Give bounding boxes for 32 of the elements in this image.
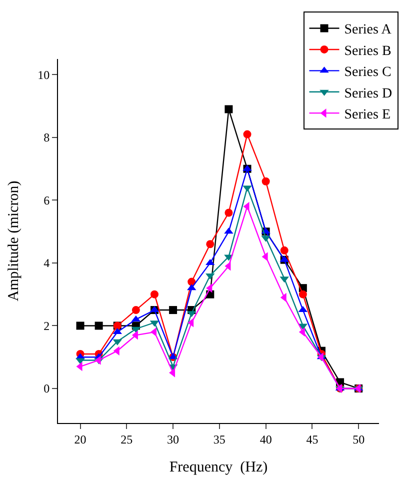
point bbox=[76, 322, 84, 330]
y-axis-title: Amplitude (micron) bbox=[6, 180, 22, 302]
y-tick-label: 6 bbox=[44, 193, 50, 208]
point bbox=[132, 306, 140, 314]
y-tick-label: 2 bbox=[44, 318, 50, 333]
point bbox=[94, 322, 103, 330]
point bbox=[224, 208, 233, 217]
point bbox=[224, 105, 233, 114]
legend-label: Series E bbox=[344, 108, 391, 123]
x-tick-label: 20 bbox=[74, 432, 86, 446]
x-tick-label: 25 bbox=[120, 432, 133, 446]
point bbox=[206, 240, 214, 248]
x-tick-label: 35 bbox=[213, 432, 226, 446]
legend-label: Series B bbox=[344, 44, 392, 59]
point bbox=[262, 177, 270, 186]
point bbox=[298, 290, 307, 298]
x-tick-label: 40 bbox=[260, 432, 272, 446]
point bbox=[280, 246, 288, 254]
x-axis-title: Frequency (Hz) bbox=[169, 459, 268, 476]
x-tick-label: 50 bbox=[352, 432, 365, 446]
point bbox=[243, 130, 252, 138]
legend-label: Series D bbox=[344, 86, 392, 102]
y-tick-label: 0 bbox=[44, 382, 50, 396]
y-tick-label: 10 bbox=[38, 68, 50, 82]
point bbox=[169, 306, 178, 314]
x-tick-label: 30 bbox=[167, 432, 180, 446]
x-tick-label: 45 bbox=[306, 432, 318, 446]
legend-label: Series A bbox=[344, 22, 392, 38]
y-tick-label: 4 bbox=[44, 256, 50, 270]
legend-label: Series C bbox=[344, 65, 392, 80]
y-tick-label: 8 bbox=[44, 130, 50, 145]
point bbox=[150, 290, 158, 298]
